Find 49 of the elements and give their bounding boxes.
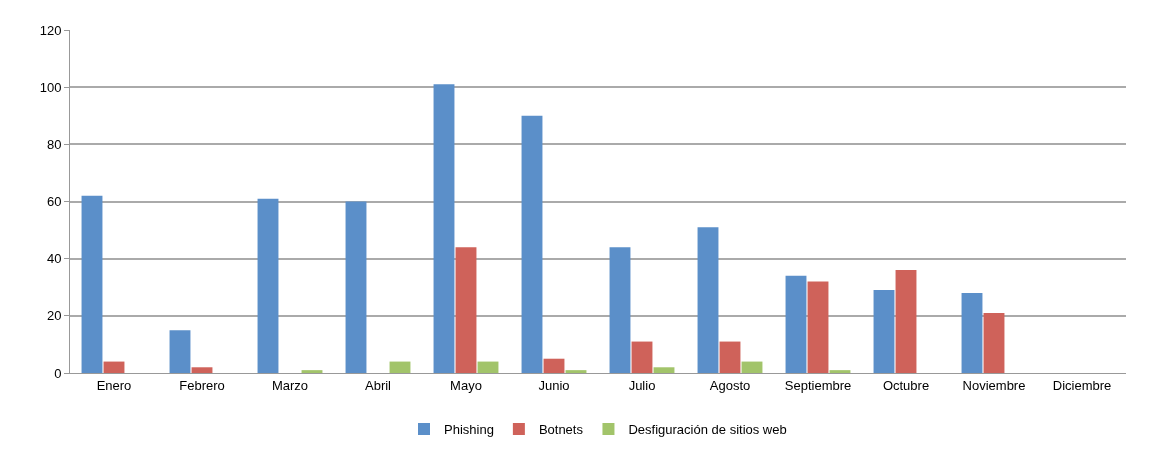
bar (961, 292, 983, 373)
x-tick-label: Julio (628, 377, 656, 393)
bar (741, 361, 763, 373)
bar (543, 358, 565, 373)
x-tick-label: Marzo (271, 377, 309, 393)
y-tick-label: 100 (39, 79, 62, 95)
x-tick-label: Abril (364, 377, 392, 393)
bar (169, 330, 191, 373)
bar (895, 270, 917, 373)
x-tick-label: Octubre (882, 377, 930, 393)
bar (521, 115, 543, 373)
bar (103, 361, 125, 373)
x-tick-label: Junio (538, 377, 570, 393)
x-tick-label: Noviembre (962, 377, 1026, 393)
bar (609, 247, 631, 373)
x-tick-label: Mayo (450, 377, 482, 393)
bar (873, 290, 895, 373)
x-tick-label: Septiembre (784, 377, 852, 393)
bar (389, 361, 411, 373)
y-tick-label: 60 (46, 194, 62, 210)
y-tick-label: 0 (54, 365, 62, 381)
bar (345, 201, 367, 373)
bar (983, 312, 1005, 373)
bar (697, 227, 719, 373)
bar (477, 361, 499, 373)
y-tick-label: 80 (46, 136, 62, 152)
y-tick-label: 120 (39, 22, 62, 38)
bar (191, 367, 213, 373)
bar (719, 341, 741, 373)
y-tick-label: 20 (46, 308, 62, 324)
x-tick-label: Enero (96, 377, 132, 393)
x-tick-label: Febrero (179, 377, 225, 393)
bar (433, 84, 455, 373)
bar (653, 367, 675, 373)
bar (785, 275, 807, 373)
bar (807, 281, 829, 373)
bar (829, 370, 851, 373)
bar (301, 370, 323, 373)
bar (565, 370, 587, 373)
bar (81, 195, 103, 373)
legend-label: Desfiguración de sitios web (628, 422, 787, 438)
legend-label: Phishing (444, 422, 494, 438)
x-tick-label: Diciembre (1052, 377, 1112, 393)
bar (455, 247, 477, 373)
y-tick-label: 40 (46, 251, 62, 267)
bar (257, 198, 279, 373)
legend-label: Botnets (538, 422, 584, 438)
x-tick-label: Agosto (709, 377, 751, 393)
bar (631, 341, 653, 373)
